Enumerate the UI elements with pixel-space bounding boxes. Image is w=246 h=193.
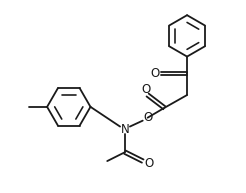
Text: O: O: [150, 67, 159, 80]
Text: N: N: [121, 123, 129, 136]
Text: O: O: [143, 111, 152, 124]
Text: O: O: [141, 83, 150, 96]
Text: O: O: [144, 157, 153, 169]
